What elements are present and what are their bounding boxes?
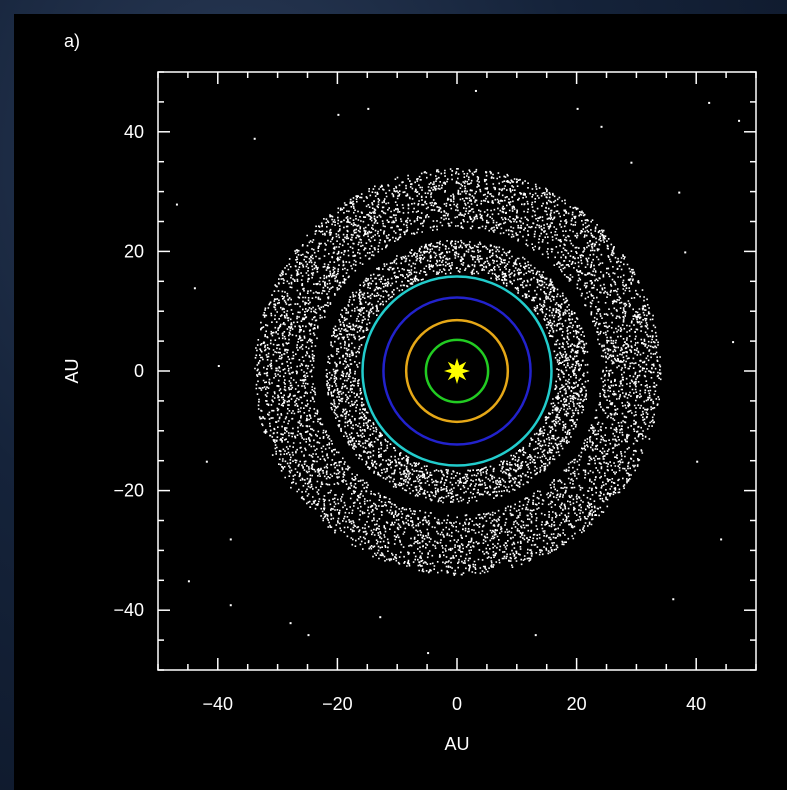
scatter-point — [427, 652, 430, 655]
x-tick-label: 0 — [452, 694, 462, 714]
x-axis-ticks: −40 −20 0 20 40 — [157, 72, 757, 714]
scatter-point — [367, 107, 370, 110]
orbit-ring — [361, 275, 553, 467]
scatter-point — [187, 580, 190, 583]
scatter-point — [289, 622, 292, 625]
scatter-point — [720, 538, 723, 541]
y-tick-label: 40 — [124, 122, 144, 142]
scatter-point — [600, 125, 603, 128]
y-tick-label: 20 — [124, 241, 144, 261]
central-star — [444, 358, 470, 384]
planet-orbits — [361, 275, 553, 467]
scatter-point — [379, 616, 382, 619]
scatter-plot: a) −40 −20 0 20 40 −40 −20 0 20 40 AU AU — [62, 31, 757, 754]
y-axis-label: AU — [62, 358, 82, 383]
scatter-point — [708, 101, 711, 104]
scatter-point — [337, 113, 340, 116]
scatter-point — [672, 598, 675, 601]
scatter-point — [534, 634, 537, 637]
orbit-ring — [382, 296, 532, 446]
scatter-point — [229, 538, 232, 541]
y-tick-label: 0 — [134, 361, 144, 381]
scatter-point — [678, 191, 681, 194]
scatter-point — [175, 203, 178, 206]
y-tick-label: −20 — [113, 481, 144, 501]
panel-label: a) — [64, 31, 80, 51]
orbit-ring — [404, 318, 510, 424]
scatter-point — [696, 460, 699, 463]
scatter-point — [576, 107, 579, 110]
figure-panel: a) −40 −20 0 20 40 −40 −20 0 20 40 AU AU — [14, 14, 787, 790]
scatter-point — [193, 287, 196, 290]
scattered-particles — [175, 89, 741, 655]
scatter-point — [630, 161, 633, 164]
scatter-point — [217, 365, 220, 368]
orbit-ring — [424, 338, 490, 404]
scatter-point — [253, 137, 256, 140]
y-tick-label: −40 — [113, 600, 144, 620]
x-tick-label: −20 — [322, 694, 353, 714]
x-tick-label: 40 — [686, 694, 706, 714]
y-axis-ticks: −40 −20 0 20 40 — [113, 71, 756, 671]
scatter-point — [738, 119, 741, 122]
scatter-point — [229, 604, 232, 607]
x-tick-label: −40 — [203, 694, 234, 714]
x-tick-label: 20 — [567, 694, 587, 714]
scatter-point — [474, 89, 477, 92]
scatter-point — [684, 251, 687, 254]
scatter-point — [732, 341, 735, 344]
x-axis-label: AU — [444, 734, 469, 754]
particle-belts — [254, 168, 662, 576]
scatter-point — [307, 634, 310, 637]
scatter-point — [205, 460, 208, 463]
belt-particles — [254, 168, 662, 576]
